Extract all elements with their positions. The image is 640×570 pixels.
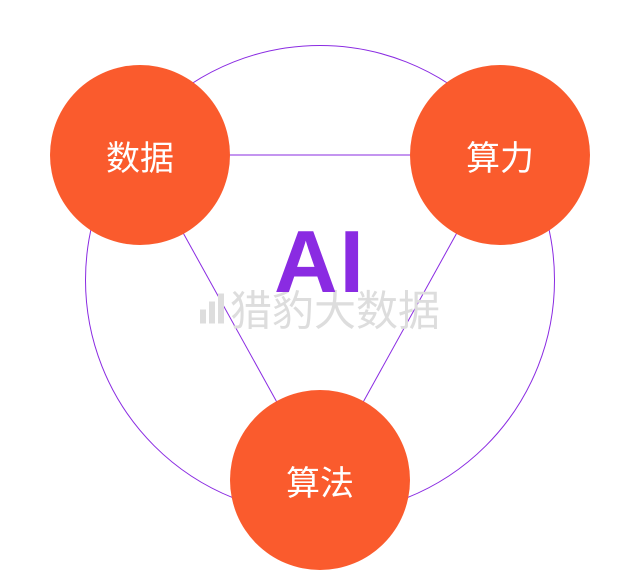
node-algorithm: 算法 <box>230 390 410 570</box>
node-compute: 算力 <box>410 65 590 245</box>
node-algorithm-label: 算法 <box>286 456 354 505</box>
node-compute-label: 算力 <box>466 131 534 180</box>
center-label: AI <box>274 211 366 313</box>
ai-triangle-diagram: 猎豹大数据 AI 数据 算力 算法 <box>0 0 640 560</box>
node-data: 数据 <box>50 65 230 245</box>
node-data-label: 数据 <box>106 131 174 180</box>
